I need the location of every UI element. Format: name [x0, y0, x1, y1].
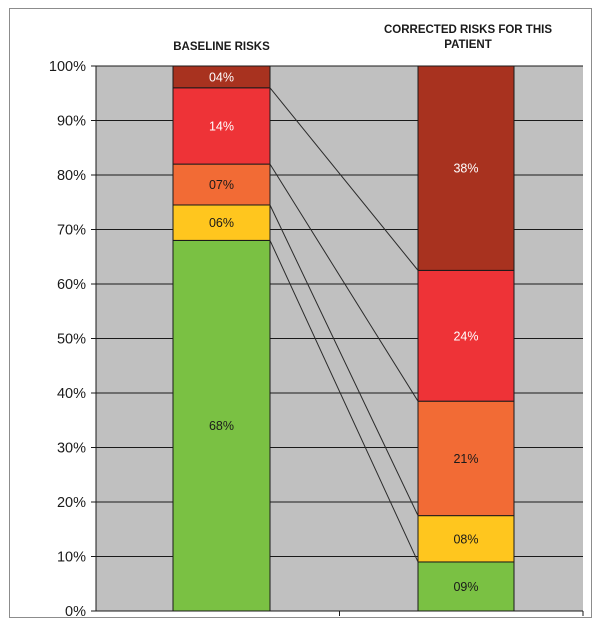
category-label: CORRECTED RISKS FOR THIS: [384, 24, 552, 36]
y-tick-label: 20%: [57, 495, 86, 511]
y-tick-label: 90%: [57, 114, 86, 130]
bar-segment: [417, 561, 515, 612]
connector-line: [269, 240, 419, 563]
data-label: 08%: [453, 532, 478, 546]
y-tick-label: 50%: [57, 332, 86, 348]
data-label: 14%: [209, 119, 234, 133]
segment-labels: 68% 06% 07% 14% 04% 09% 08% 21% 24% 38%: [209, 70, 479, 594]
connector-line: [269, 163, 419, 402]
y-tick-label: 0%: [65, 604, 86, 620]
y-tick-label: 80%: [57, 168, 86, 184]
bar-segment: [417, 269, 515, 402]
y-tick-label: 30%: [57, 441, 86, 457]
data-label: 24%: [453, 329, 478, 343]
data-label: 06%: [209, 216, 234, 230]
connector-lines: [269, 87, 419, 563]
data-label: 68%: [209, 419, 234, 433]
bar-segment: [417, 65, 515, 271]
bar-segment: [172, 65, 271, 89]
data-label: 38%: [453, 162, 478, 176]
category-label: BASELINE RISKS: [173, 41, 270, 53]
column-titles: BASELINE RISKS CORRECTED RISKS FOR THIS PA…: [173, 24, 552, 53]
bar-segment: [417, 515, 515, 563]
connector-line: [269, 87, 419, 271]
y-axis-ticks: 0% 10% 20% 30% 40% 50% 60% 70% 80% 90% 100%: [49, 59, 96, 620]
y-tick-label: 70%: [57, 223, 86, 239]
bars: [172, 65, 515, 612]
connector-line: [269, 204, 419, 516]
data-label: 21%: [453, 452, 478, 466]
bar-segment: [172, 239, 271, 612]
y-tick-label: 10%: [57, 550, 86, 566]
data-label: 04%: [209, 70, 234, 84]
bar-segment: [417, 400, 515, 517]
category-label: PATIENT: [444, 39, 492, 51]
data-label: 07%: [209, 178, 234, 192]
y-tick-label: 60%: [57, 277, 86, 293]
bar-segment: [172, 87, 271, 165]
bar-segment: [172, 204, 271, 241]
y-tick-label: 100%: [49, 59, 86, 75]
data-label: 09%: [453, 580, 478, 594]
bar-segment: [172, 163, 271, 206]
y-tick-label: 40%: [57, 386, 86, 402]
